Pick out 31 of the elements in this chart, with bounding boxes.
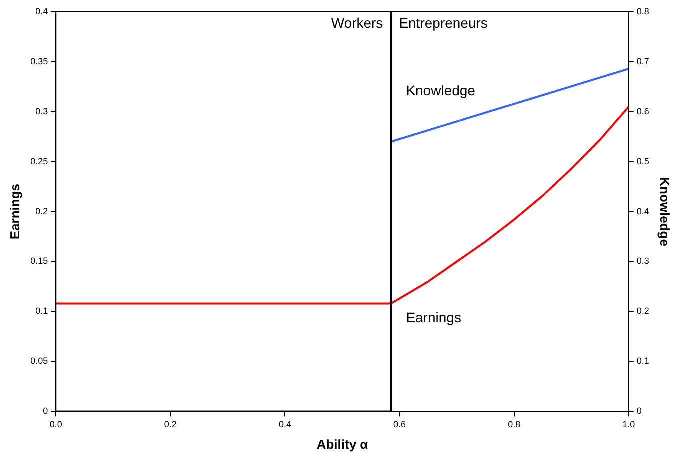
y2-tick-label: 0.8 [636, 6, 650, 16]
series-label: Knowledge [406, 82, 476, 99]
annotation: Workers [331, 14, 384, 31]
y-tick-label: 0.4 [36, 6, 48, 16]
y2-tick-label: 0.3 [636, 256, 650, 266]
x-tick-label: 0.0 [50, 419, 62, 430]
y-tick-label: 0.2 [36, 206, 48, 216]
y-tick-label: 0.3 [36, 106, 48, 116]
x-tick-label: 0.4 [278, 419, 292, 430]
x-tick-label: 0.6 [394, 419, 406, 430]
x-tick-label: 0.2 [164, 419, 177, 430]
y-axis-title: Earnings [7, 184, 22, 240]
y-tick-label: 0.15 [30, 256, 48, 266]
y-tick-label: 0.25 [30, 156, 48, 166]
y2-axis-title: Knowledge [658, 177, 673, 246]
y-tick-label: 0 [43, 406, 48, 416]
y-tick-label: 0.35 [30, 56, 48, 66]
annotation: Entrepreneurs [399, 14, 488, 31]
y2-tick-label: 0.4 [636, 206, 650, 216]
y2-tick-label: 0 [636, 406, 642, 416]
x-tick-label: 1.0 [622, 419, 636, 430]
y2-tick-label: 0.7 [636, 56, 650, 66]
y2-tick-label: 0.6 [636, 106, 650, 116]
y2-tick-label: 0.5 [636, 156, 650, 166]
x-axis-title: Ability α [316, 436, 368, 452]
y-tick-label: 0.05 [30, 356, 48, 366]
y2-tick-label: 0.2 [636, 306, 650, 316]
x-tick-label: 0.8 [508, 419, 521, 430]
y-tick-label: 0.1 [36, 306, 48, 316]
y2-tick-label: 0.1 [636, 356, 650, 366]
series-label: Earnings [406, 310, 462, 326]
